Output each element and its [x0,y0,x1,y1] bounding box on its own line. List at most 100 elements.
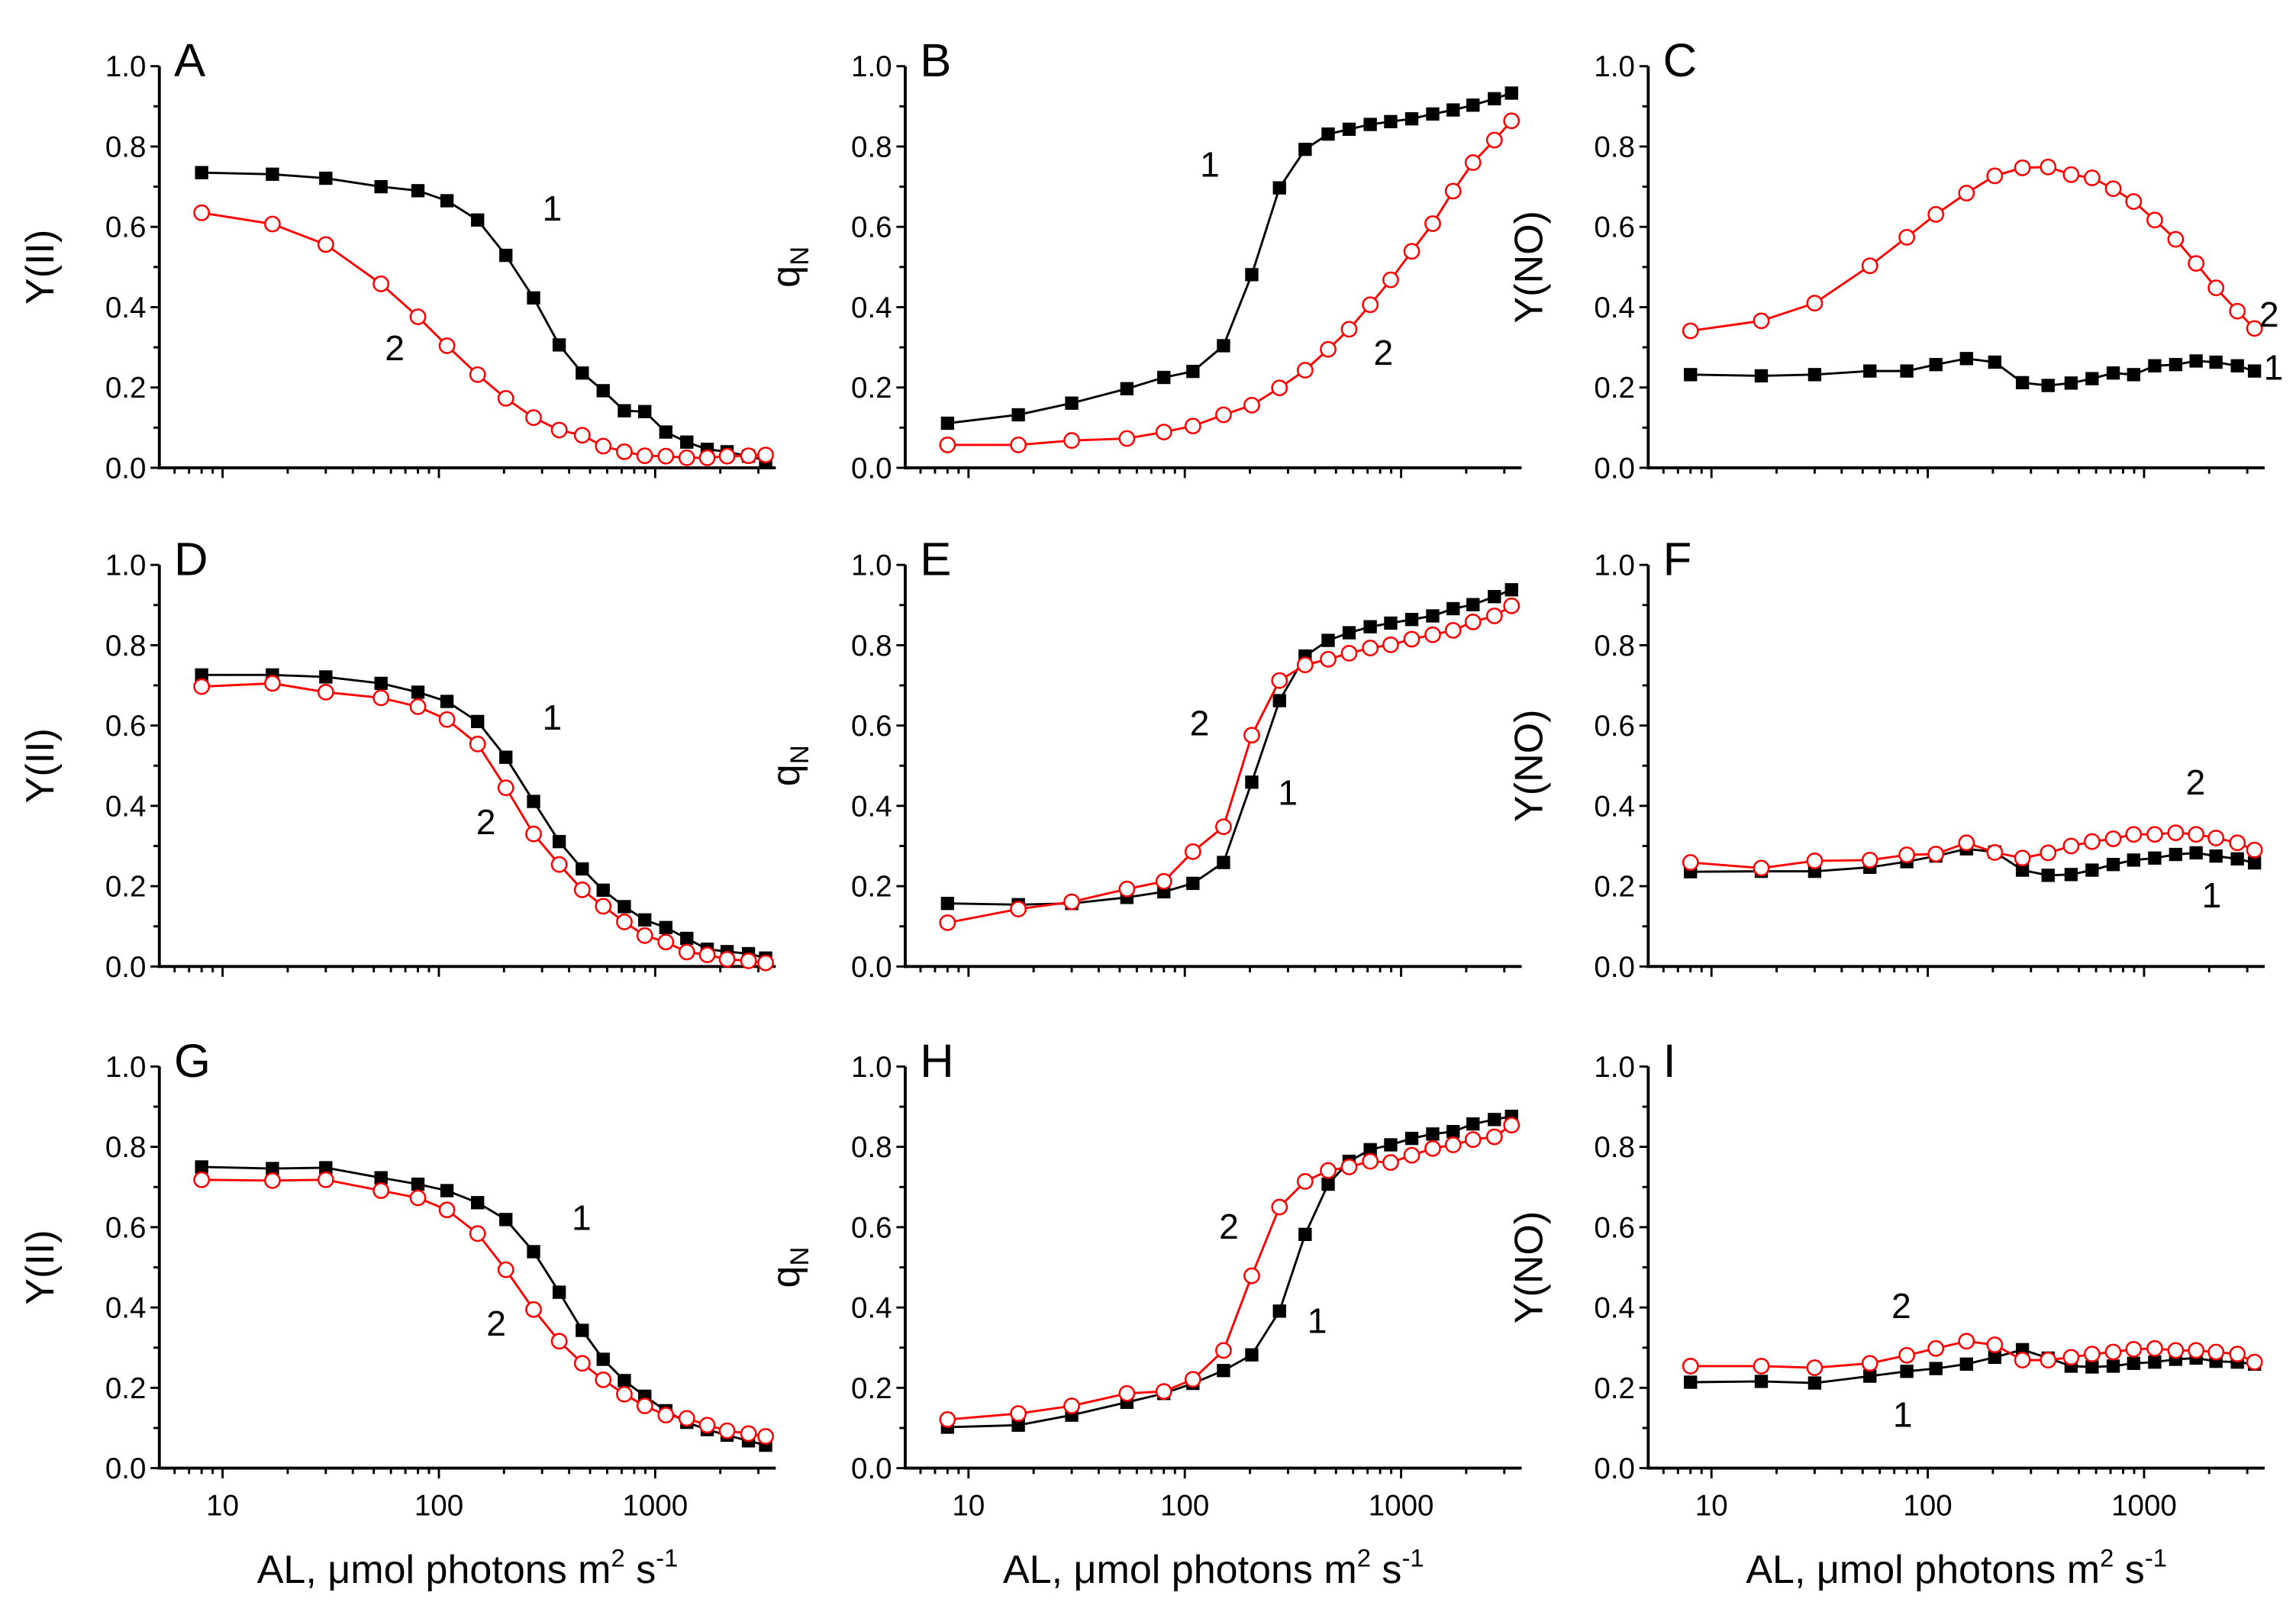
series-2-point [193,204,211,221]
series-1-point [1404,111,1419,126]
series-2-point [1861,852,1878,869]
series-2-point [616,914,633,930]
series-2-point [1464,613,1482,630]
series-1-point [2247,856,2262,870]
y-tick-label: 0.0 [1594,452,1635,485]
series-1-point [1929,1362,1943,1375]
series-1-point [1186,364,1200,379]
series-2-point [1296,1173,1314,1190]
series-1-point [2106,858,2120,872]
series-1-point [618,404,631,417]
series-1-point [680,435,694,449]
series-1-point [2127,853,2140,867]
y-axis-title-main: q [764,266,808,288]
series-1-point [1900,1365,1914,1378]
series-1-point [940,416,955,430]
series-2-point [264,215,281,233]
series-1-point [1245,268,1259,282]
series-2-point [469,735,486,753]
y-tick-label: 0.4 [105,292,147,324]
y-tick-label: 0.8 [105,1131,147,1164]
series-1-point [1011,408,1025,422]
series-2-line [202,1178,766,1438]
x-tick-label: 100 [1160,1489,1209,1522]
panel-f: 0.0 0.2 0.4 0.6 0.8 1.0 Y(NO) F 1 2 [1508,533,2265,984]
y-axis-title: Y(NO) [1508,1211,1552,1323]
panel-letter: H [920,1035,954,1088]
series-2-point [2014,849,2031,867]
series-2-point [1184,843,1201,860]
series-1-point [1754,1375,1769,1388]
series-2-point [1444,182,1462,200]
series-2-point [1010,1405,1027,1422]
y-tick-label: 0.4 [1594,1292,1635,1325]
series-2-point [1382,271,1399,288]
series-2-point [1485,131,1503,149]
series-1-point [440,194,454,208]
x-axis-title-mid: s [625,1548,656,1592]
y-tick-label: 0.8 [1594,630,1635,662]
series-1-point [527,1245,540,1259]
series-2-point [939,914,956,931]
series-1-point [1186,876,1200,891]
series-1-point [1504,583,1518,597]
series-2-point [2083,1346,2101,1363]
series-2-point [1243,1267,1260,1285]
y-tick-label: 0.4 [851,292,892,324]
series-1-point [1321,127,1335,141]
series-2-point [1382,1154,1399,1172]
series-1-point [266,167,279,181]
series-1-point [195,668,208,682]
curve-label-2: 2 [476,802,496,842]
series-1-point [1504,86,1518,100]
y-tick-label: 0.2 [1594,1372,1635,1405]
series-2-point [1424,215,1441,232]
series-2-point [740,952,757,969]
y-tick-label: 0.2 [851,372,892,405]
series-2-point [1861,1355,1878,1372]
series-1-point [1929,358,1943,372]
y-tick-label: 0.0 [105,452,147,485]
series-2-point [1362,1152,1379,1170]
series-1-point [1900,364,1914,378]
series-1-point [1342,626,1356,640]
series-2-point [409,698,427,715]
series-2-point [1753,859,1770,877]
series-1-point [527,795,540,808]
series-1-point [1446,1124,1460,1139]
curve-label-1: 1 [1893,1395,1913,1435]
series-2-point [1403,630,1420,648]
series-2-point [409,1189,427,1207]
series-1-point [471,213,485,227]
y-tick-label: 0.4 [105,790,147,823]
x-tick-label: 1000 [1369,1489,1434,1522]
series-2-point [497,779,514,797]
series-2-point [1444,1136,1462,1153]
series-1-point [2169,358,2183,372]
series-1-point [1298,142,1312,156]
series-2-point [595,437,612,455]
x-tick-label: 100 [1903,1489,1952,1522]
y-tick-label: 0.6 [851,710,892,743]
series-2-point [1464,154,1482,171]
series-1-point [1321,633,1335,647]
series-1-point [1363,620,1377,633]
y-tick-label: 0.6 [105,1211,147,1244]
series-2-point [1215,818,1232,836]
series-1-point [1988,355,2001,369]
series-2-point [573,1355,591,1372]
series-2-line [201,211,766,459]
series-2-point [1503,597,1520,614]
series-1-point [1807,368,1822,382]
y-tick-label: 1.0 [1594,550,1635,582]
series-2-point [718,447,736,465]
curve-label-2: 2 [1374,333,1394,372]
curve-label-2: 2 [2185,762,2205,802]
series-1-point [1466,1117,1480,1131]
series-2-point [1898,846,1916,863]
series-2-point [438,1201,456,1219]
y-tick-label: 0.6 [1594,211,1635,244]
series-1-point [2085,863,2099,877]
series-1-point [374,1171,388,1185]
